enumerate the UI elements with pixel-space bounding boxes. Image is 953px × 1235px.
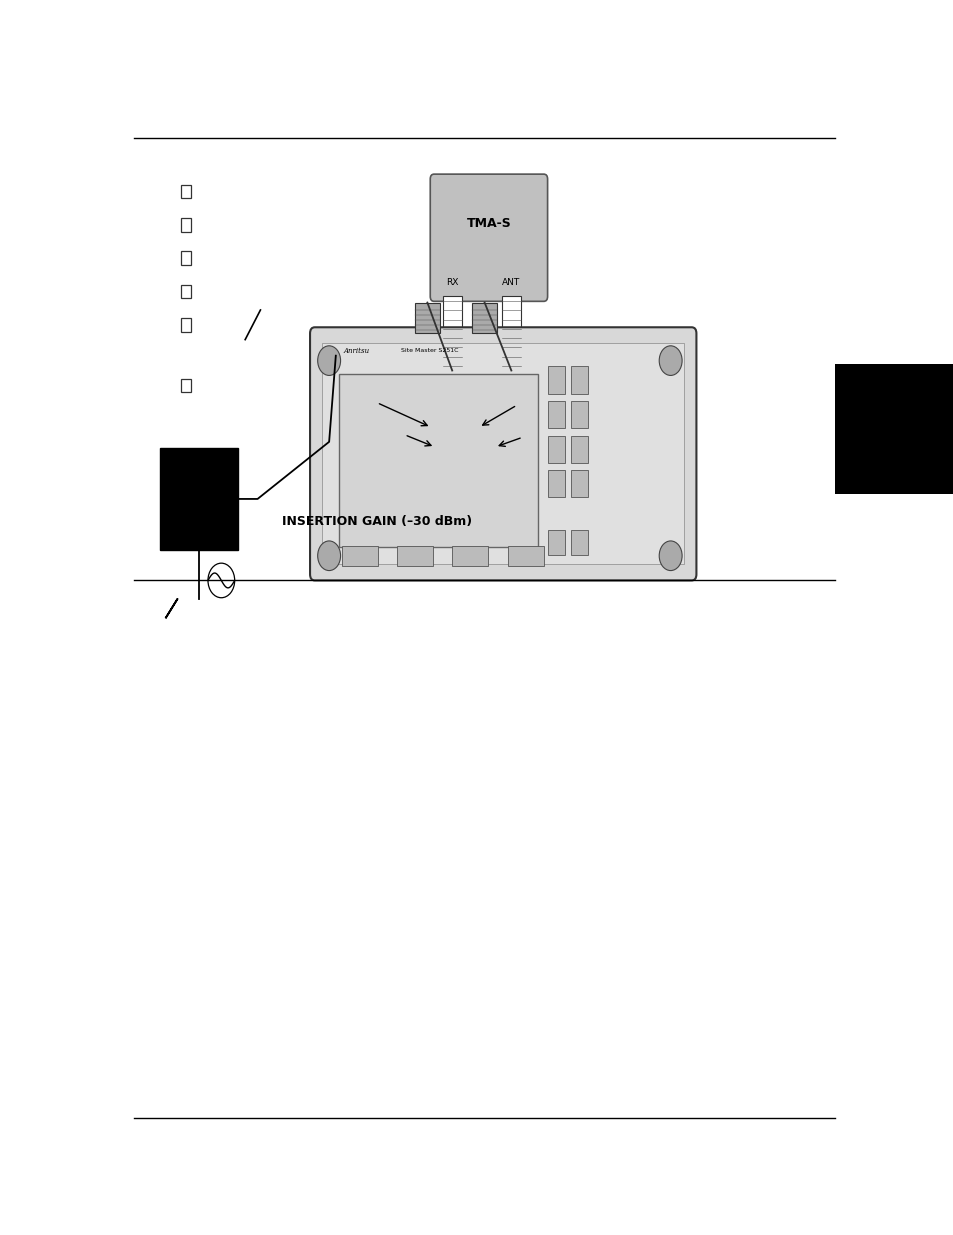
Bar — [338, 374, 537, 547]
Bar — [181, 217, 191, 232]
Bar — [571, 530, 587, 555]
Bar — [181, 317, 191, 331]
Bar — [507, 546, 543, 566]
Bar — [396, 546, 433, 566]
Bar — [341, 546, 377, 566]
Circle shape — [317, 346, 340, 375]
Circle shape — [317, 541, 340, 571]
FancyBboxPatch shape — [430, 174, 547, 301]
Bar — [548, 436, 564, 463]
Bar — [452, 546, 488, 566]
Bar — [181, 184, 191, 198]
Bar — [472, 303, 497, 333]
Text: Site Master S251C: Site Master S251C — [400, 348, 457, 353]
Text: RX: RX — [446, 278, 457, 287]
Bar — [415, 303, 439, 333]
Bar — [181, 251, 191, 264]
Bar — [322, 343, 683, 564]
Bar — [548, 367, 564, 394]
Bar — [181, 378, 191, 393]
Bar — [548, 530, 564, 555]
FancyBboxPatch shape — [310, 327, 696, 580]
Bar — [571, 471, 587, 498]
Text: TMA-S: TMA-S — [466, 217, 511, 230]
Bar — [160, 448, 238, 550]
Bar — [571, 367, 587, 394]
Bar — [442, 296, 461, 370]
Bar — [548, 471, 564, 498]
Bar — [548, 401, 564, 429]
Bar — [571, 436, 587, 463]
Bar — [571, 401, 587, 429]
Text: ANT: ANT — [501, 278, 520, 287]
Circle shape — [659, 346, 681, 375]
Bar — [181, 284, 191, 298]
Bar — [834, 364, 953, 494]
Text: Anritsu: Anritsu — [343, 347, 369, 354]
Bar — [501, 296, 520, 370]
Text: INSERTION GAIN (–30 dBm): INSERTION GAIN (–30 dBm) — [281, 515, 472, 527]
Circle shape — [659, 541, 681, 571]
